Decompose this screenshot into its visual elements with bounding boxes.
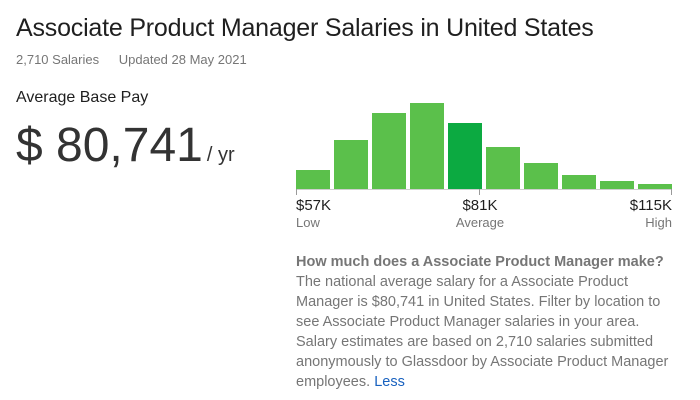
axis-tick-high bbox=[671, 189, 672, 195]
histogram-bar bbox=[638, 183, 672, 190]
axis-high-value: $115K bbox=[629, 197, 672, 214]
faq-answer: The national average salary for a Associ… bbox=[296, 274, 669, 390]
chart-baseline bbox=[296, 189, 672, 190]
histogram-bar bbox=[448, 122, 482, 190]
histogram-bar bbox=[562, 174, 596, 190]
updated-date: Updated 28 May 2021 bbox=[118, 52, 247, 67]
axis-average-caption: Average bbox=[455, 215, 505, 230]
axis-average-value: $81K bbox=[462, 197, 498, 214]
axis-low: $57K Low bbox=[296, 197, 331, 230]
average-base-pay-label: Average Base Pay bbox=[16, 89, 149, 106]
axis-high: $115K High bbox=[630, 197, 672, 230]
axis-tick-average bbox=[479, 189, 480, 195]
less-link[interactable]: Less bbox=[374, 374, 405, 390]
pay-display: $ 80,741/ yr bbox=[16, 118, 235, 174]
histogram-bar bbox=[334, 139, 368, 190]
page-title: Associate Product Manager Salaries in Un… bbox=[16, 14, 594, 42]
pay-amount: $ 80,741 bbox=[16, 119, 203, 172]
histogram-bar bbox=[410, 103, 444, 190]
axis-tick-low bbox=[296, 189, 297, 195]
axis-low-caption: Low bbox=[296, 215, 320, 230]
salary-faq: How much does a Associate Product Manage… bbox=[296, 252, 682, 392]
axis-high-caption: High bbox=[645, 215, 672, 230]
histogram-bar bbox=[486, 147, 520, 190]
histogram-bar bbox=[524, 163, 558, 190]
axis-average: $81K Average bbox=[430, 197, 530, 230]
histogram-bar bbox=[296, 169, 330, 190]
histogram-bar bbox=[372, 113, 406, 190]
histogram-bar bbox=[600, 180, 634, 190]
faq-question: How much does a Associate Product Manage… bbox=[296, 254, 664, 270]
pay-unit: / yr bbox=[206, 144, 235, 166]
salary-distribution-chart bbox=[296, 100, 672, 190]
salary-meta: 2,710 Salaries Updated 28 May 2021 bbox=[16, 52, 247, 67]
salaries-count: 2,710 Salaries bbox=[16, 52, 100, 67]
axis-low-value: $57K bbox=[296, 197, 332, 214]
